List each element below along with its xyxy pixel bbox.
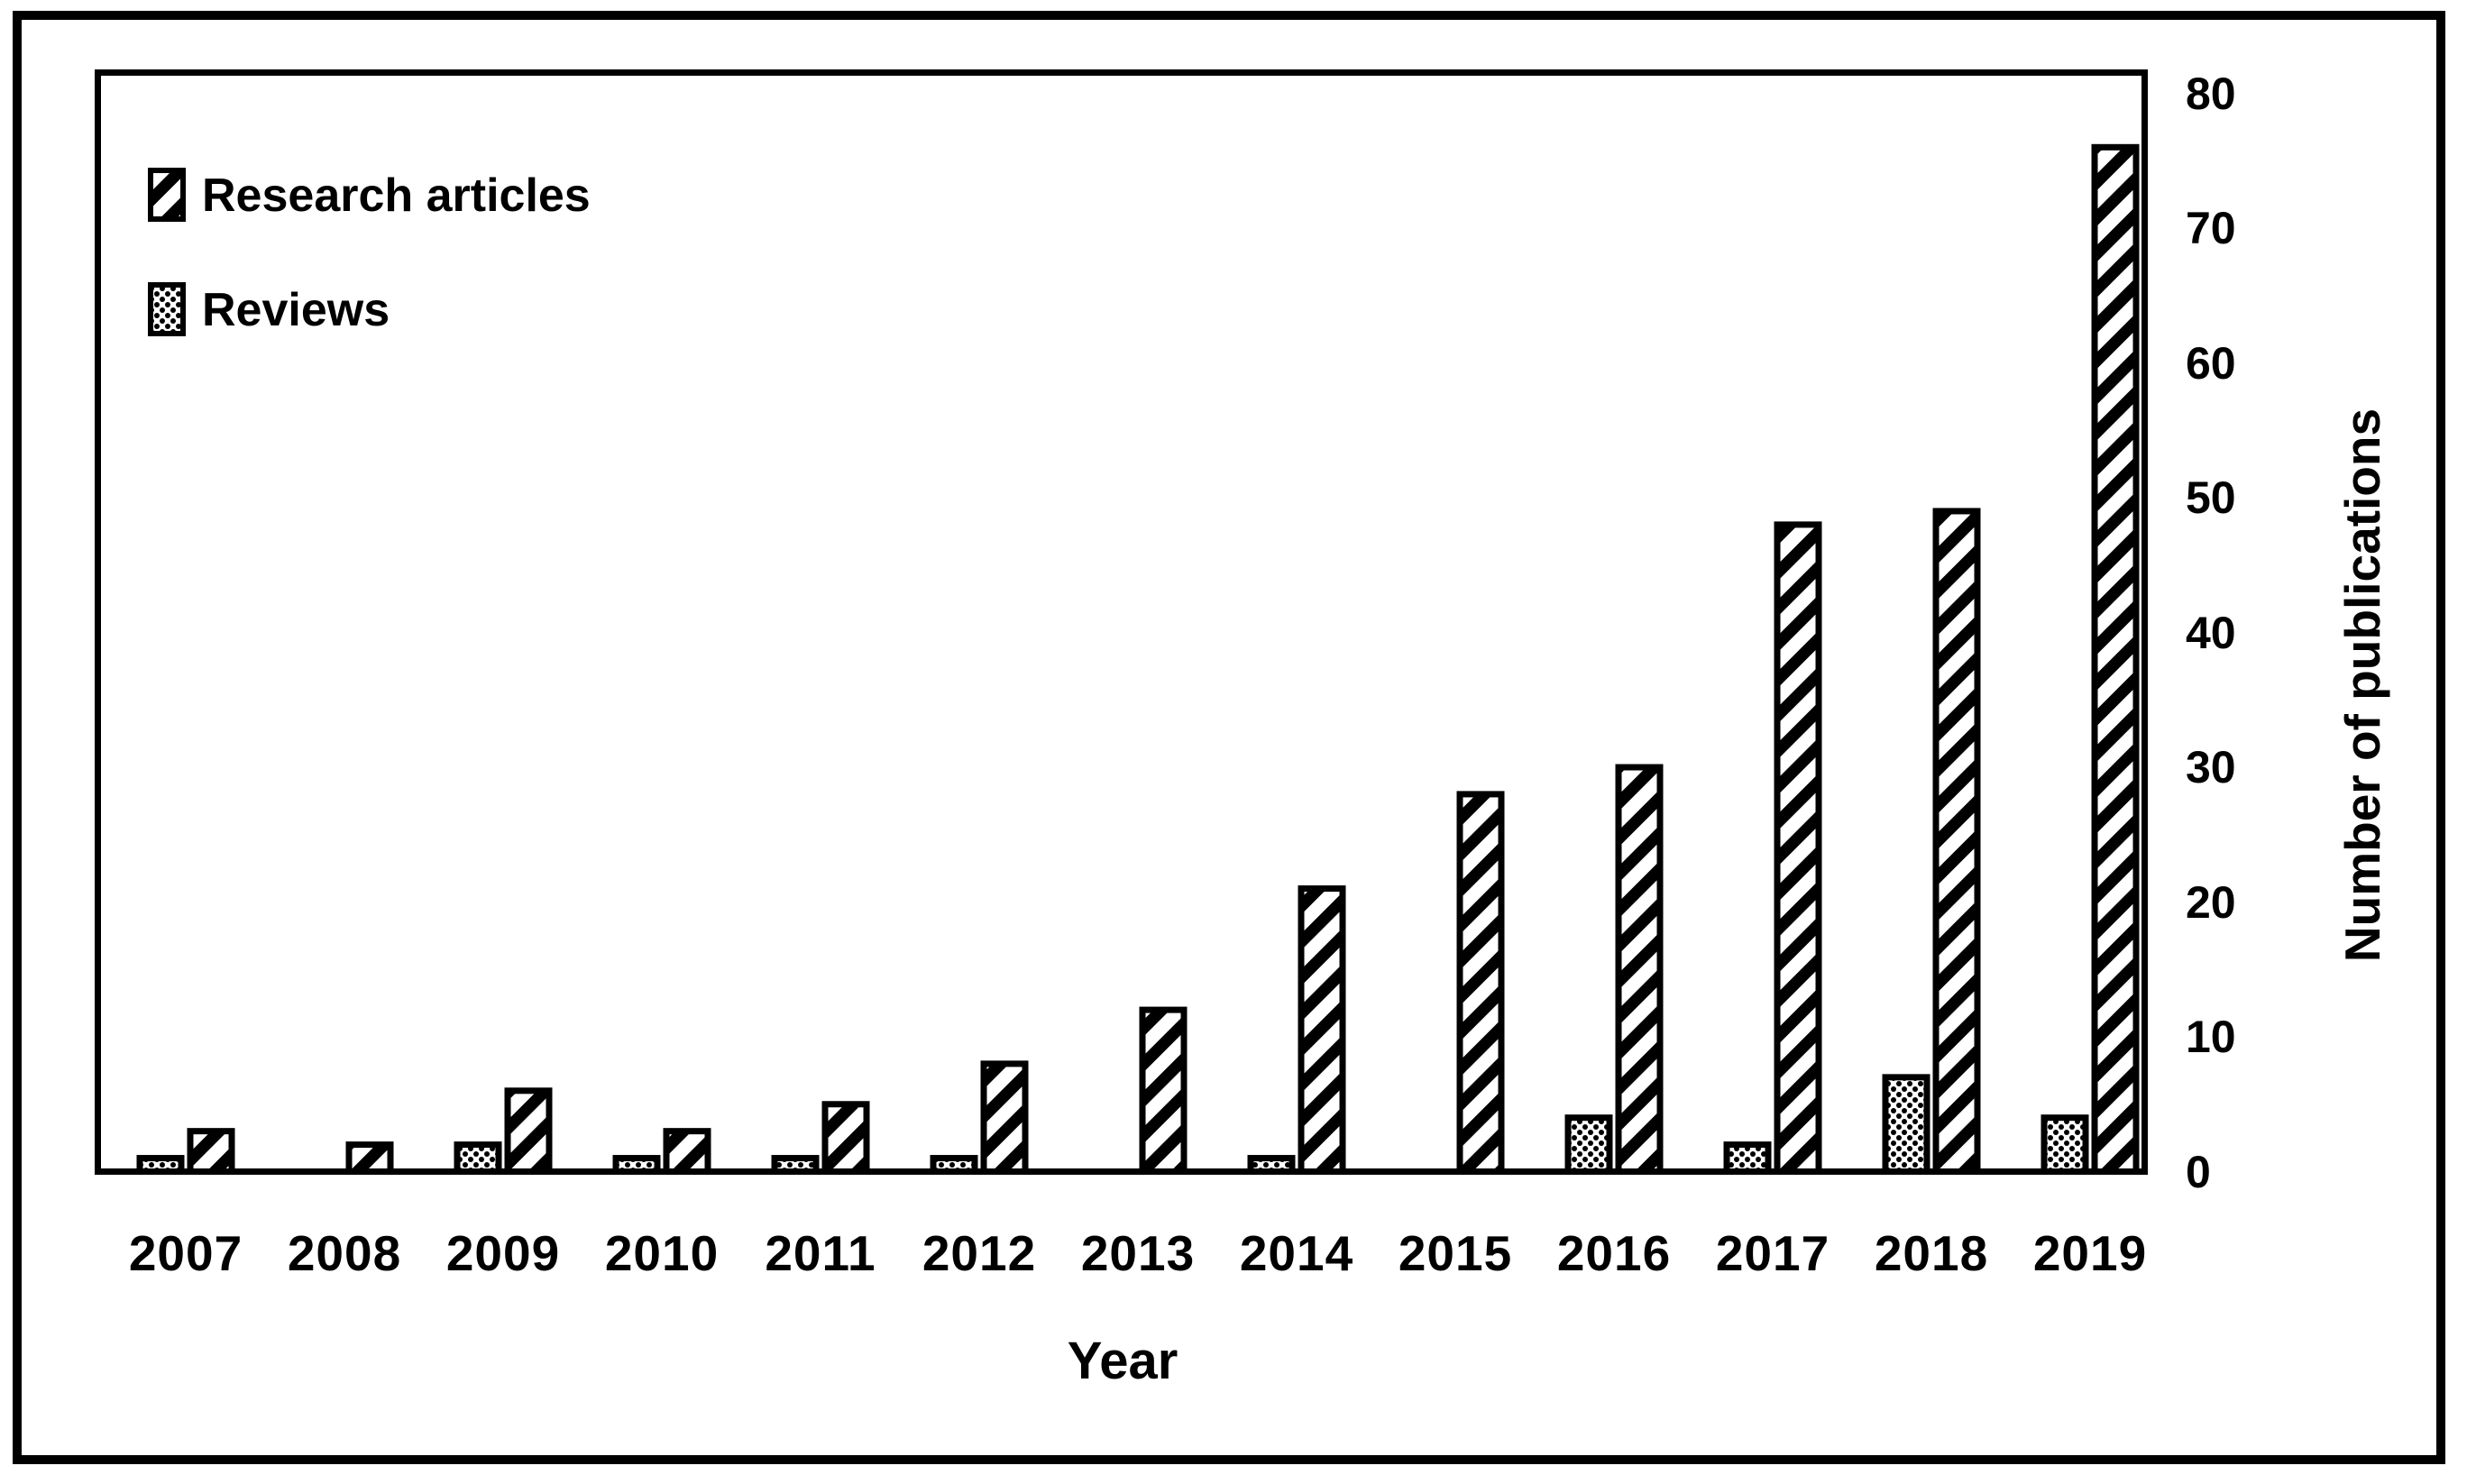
bar-reviews-2017 — [1723, 1141, 1772, 1175]
bar-research-articles-2008 — [345, 1141, 394, 1175]
x-tick-label-2009: 2009 — [445, 1225, 561, 1281]
bar-research-articles-2016 — [1615, 764, 1664, 1175]
x-tick-label-2016: 2016 — [1556, 1225, 1672, 1281]
x-tick-label-2011: 2011 — [765, 1225, 876, 1281]
bar-research-articles-2009 — [504, 1087, 553, 1175]
bar-chart — [95, 69, 2148, 1175]
bar-reviews-2016 — [1564, 1114, 1613, 1175]
bar-research-articles-2019 — [2091, 143, 2140, 1175]
y-tick-label-80: 80 — [2186, 68, 2236, 119]
x-tick-label-2007: 2007 — [128, 1225, 243, 1281]
bar-research-articles-2011 — [821, 1101, 870, 1175]
x-tick-label-2010: 2010 — [604, 1225, 720, 1281]
bar-research-articles-2014 — [1298, 885, 1346, 1175]
bar-research-articles-2013 — [1139, 1006, 1188, 1175]
bar-research-articles-2012 — [980, 1060, 1029, 1175]
figure-border — [13, 11, 2445, 1464]
bars-group — [136, 143, 2140, 1175]
y-tick-label-50: 50 — [2186, 472, 2236, 523]
bar-research-articles-2010 — [663, 1128, 711, 1175]
bar-reviews-2018 — [1882, 1074, 1930, 1175]
bar-research-articles-2007 — [187, 1128, 235, 1175]
x-tick-label-2019: 2019 — [2032, 1225, 2148, 1281]
bar-research-articles-2017 — [1774, 521, 1822, 1175]
bar-reviews-2019 — [2041, 1114, 2089, 1175]
plot-border — [95, 69, 2148, 1175]
y-tick-label-40: 40 — [2186, 607, 2236, 658]
legend-swatch-reviews — [148, 282, 186, 336]
x-tick-label-2008: 2008 — [287, 1225, 402, 1281]
y-tick-label-30: 30 — [2186, 742, 2236, 792]
plot-area — [95, 69, 2148, 1175]
y-axis-title: Number of publications — [2334, 408, 2390, 963]
y-tick-label-60: 60 — [2186, 337, 2236, 389]
x-tick-label-2012: 2012 — [922, 1225, 1037, 1281]
y-tick-label-20: 20 — [2186, 876, 2236, 928]
legend-item-reviews: Reviews — [202, 284, 390, 336]
y-tick-label-0: 0 — [2186, 1146, 2211, 1197]
legend-swatch-research-articles — [148, 168, 186, 222]
x-tick-label-2013: 2013 — [1080, 1225, 1196, 1281]
legend-item-research-articles: Research articles — [202, 169, 591, 222]
bar-reviews-2009 — [454, 1141, 502, 1175]
y-tick-label-70: 70 — [2186, 203, 2236, 253]
legend-swatches — [148, 168, 186, 336]
x-axis-title: Year — [1067, 1332, 1178, 1390]
x-tick-label-2018: 2018 — [1874, 1225, 1989, 1281]
x-tick-label-2015: 2015 — [1398, 1225, 1513, 1281]
bar-research-articles-2018 — [1932, 508, 1981, 1175]
x-tick-label-2014: 2014 — [1239, 1225, 1354, 1281]
x-tick-label-2017: 2017 — [1715, 1225, 1830, 1281]
y-tick-label-10: 10 — [2186, 1012, 2236, 1062]
bar-research-articles-2015 — [1456, 791, 1505, 1175]
